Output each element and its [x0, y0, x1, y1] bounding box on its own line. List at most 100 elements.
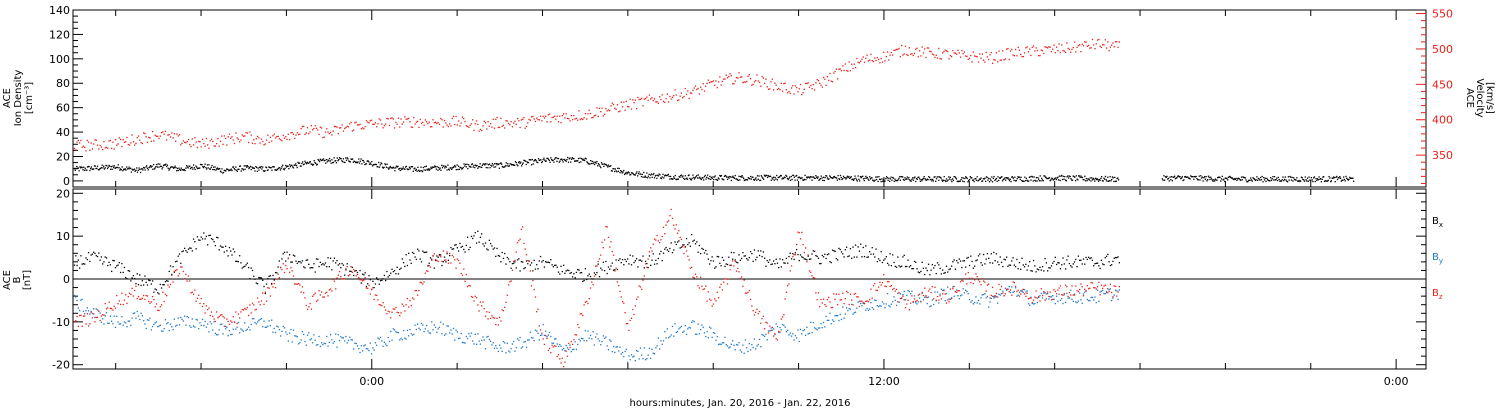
density-point: [867, 178, 869, 180]
by-point: [254, 321, 256, 324]
bz-point: [852, 304, 854, 306]
bz-point: [259, 304, 261, 306]
by-point: [1054, 302, 1056, 305]
velocity-point: [290, 132, 292, 134]
by-point: [785, 331, 788, 333]
bz-point: [192, 293, 195, 295]
density-point: [665, 174, 667, 177]
by-point: [1062, 302, 1064, 305]
velocity-point: [564, 117, 566, 119]
bx-point: [267, 277, 269, 280]
density-point: [285, 166, 288, 168]
velocity-point: [730, 75, 733, 77]
bz-point: [315, 300, 318, 302]
by-point: [615, 346, 617, 348]
bx-point: [546, 261, 548, 264]
by-point: [395, 331, 397, 333]
by-point: [554, 338, 556, 340]
bz-point: [450, 262, 452, 264]
by-point: [890, 303, 893, 305]
density-point: [701, 177, 703, 179]
velocity-point: [373, 123, 375, 125]
density-point: [662, 173, 664, 176]
density-point: [146, 167, 149, 170]
density-point: [733, 177, 736, 179]
by-point: [214, 332, 217, 335]
density-point: [646, 172, 648, 174]
bx-point: [146, 284, 149, 286]
by-point: [587, 330, 589, 332]
velocity-point: [643, 98, 645, 100]
bx-point: [105, 257, 108, 259]
density-point: [1202, 180, 1204, 182]
density-point: [1313, 176, 1316, 178]
bx-point: [927, 263, 930, 265]
density-point: [565, 160, 567, 162]
bx-point: [611, 262, 613, 264]
velocity-point: [408, 117, 410, 120]
density-point: [278, 167, 281, 169]
density-point: [518, 161, 520, 163]
density-point: [558, 161, 560, 163]
bx-point: [941, 269, 944, 271]
density-point: [305, 162, 307, 164]
density-point: [843, 177, 845, 179]
velocity-point: [843, 69, 845, 72]
by-point: [606, 345, 608, 347]
density-point: [186, 166, 189, 168]
bx-point: [811, 253, 813, 255]
density-point: [329, 160, 331, 162]
density-point: [1058, 175, 1061, 177]
bx-point: [1017, 268, 1019, 270]
bx-point: [916, 268, 918, 270]
bz-point: [838, 293, 840, 295]
bx-point: [659, 253, 661, 255]
density-point: [442, 165, 444, 167]
density-point: [631, 172, 633, 174]
velocity-point: [935, 54, 937, 56]
density-point: [610, 165, 612, 167]
by-point: [231, 333, 233, 336]
bx-point: [812, 250, 814, 252]
bx-point: [894, 265, 896, 268]
velocity-point: [799, 83, 802, 86]
density-point: [85, 169, 87, 171]
density-point: [571, 157, 573, 159]
density-point: [987, 179, 989, 181]
bx-point: [788, 255, 790, 258]
density-point: [1024, 179, 1027, 182]
bx-point: [735, 261, 738, 263]
bz-point: [907, 299, 909, 301]
density-point: [1097, 179, 1099, 181]
density-point: [590, 159, 592, 162]
density-point: [965, 176, 967, 178]
bz-point: [769, 325, 771, 327]
velocity-point: [113, 148, 115, 150]
bx-point: [943, 272, 945, 275]
density-point: [1013, 179, 1015, 182]
bz-point: [475, 297, 478, 299]
bz-point: [542, 338, 544, 340]
density-point: [375, 163, 378, 166]
by-point: [697, 323, 699, 325]
by-point: [706, 330, 708, 333]
by-point: [263, 320, 265, 322]
bz-point: [108, 301, 110, 303]
density-point: [713, 178, 715, 181]
density-point: [1041, 177, 1043, 180]
velocity-point: [565, 113, 567, 115]
by-point: [237, 321, 240, 324]
bx-point: [1071, 266, 1073, 268]
bx-point: [583, 279, 585, 282]
velocity-point: [625, 100, 628, 102]
density-point: [1304, 176, 1306, 178]
density-point: [721, 178, 723, 180]
velocity-point: [863, 61, 866, 63]
density-point: [606, 164, 608, 167]
density-point: [540, 159, 542, 161]
by-point: [224, 328, 227, 330]
density-point: [483, 163, 485, 165]
bx-point: [224, 245, 227, 247]
bz-point: [534, 296, 537, 298]
density-point: [981, 180, 984, 182]
